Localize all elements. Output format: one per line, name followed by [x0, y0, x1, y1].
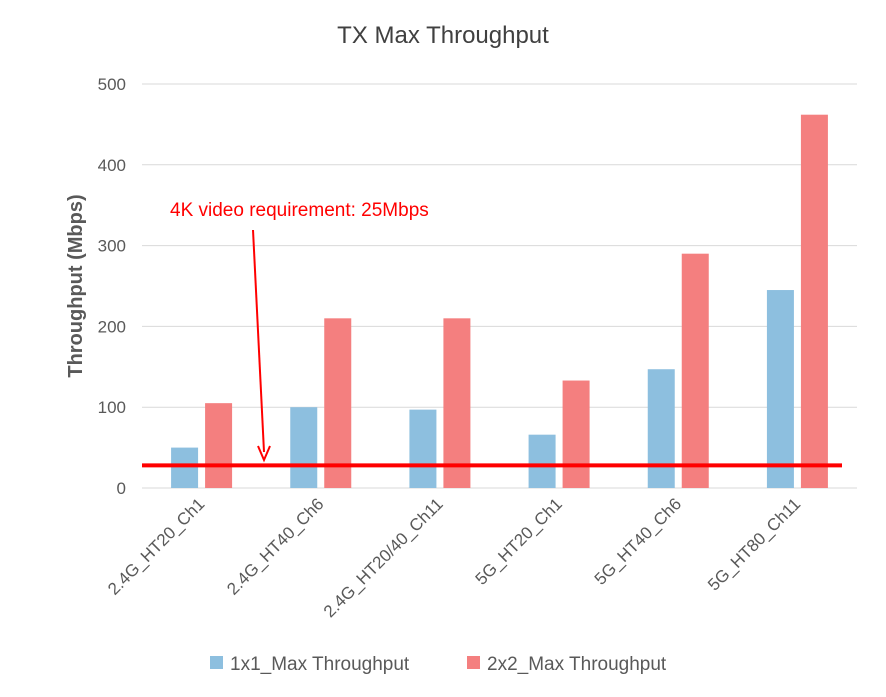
- bars: [171, 114, 828, 488]
- x-axis-categories: 2.4G_HT20_Ch1 2.4G_HT40_Ch62.4G_HT20/40_C…: [104, 494, 804, 621]
- x-category-label: 2.4G_HT20_Ch1: [104, 494, 208, 598]
- legend-label: 1x1_Max Throughput: [230, 654, 410, 675]
- bar-2x2: [443, 318, 471, 488]
- x-category-label: 5G_HT80_Ch11: [704, 494, 804, 594]
- annotation-arrowhead: [257, 445, 271, 463]
- bar-2x2: [205, 403, 233, 488]
- bar-2x2: [562, 380, 590, 488]
- annotation-group: 4K video requirement: 25Mbps: [170, 200, 429, 463]
- gridlines: [142, 83, 857, 489]
- y-tick-label: 400: [98, 156, 126, 175]
- bar-1x1: [766, 290, 794, 488]
- bar-2x2: [800, 114, 828, 488]
- y-axis-label: Throughput (Mbps): [65, 194, 87, 377]
- y-tick-label: 500: [98, 75, 126, 94]
- bar-1x1: [647, 369, 675, 488]
- legend-label: 2x2_Max Throughput: [487, 654, 667, 675]
- y-tick-label: 300: [98, 237, 126, 256]
- y-axis-ticks: 0 100 200 300 400 500: [98, 75, 126, 498]
- bar-2x2: [324, 318, 352, 488]
- y-tick-label: 100: [98, 398, 126, 417]
- x-category-label: 2.4G_HT20/40_Ch11: [320, 494, 447, 621]
- legend: 1x1_Max Throughput 2x2_Max Throughput: [210, 654, 667, 675]
- bar-1x1: [528, 434, 556, 488]
- x-category-label: 2.4G_HT40_Ch6: [223, 494, 327, 598]
- bar-2x2: [681, 253, 709, 488]
- annotation-text: 4K video requirement: 25Mbps: [170, 200, 429, 221]
- bar-1x1: [290, 407, 318, 488]
- chart-title: TX Max Throughput: [337, 22, 549, 49]
- x-category-label: 5G_HT40_Ch6: [591, 494, 685, 588]
- y-tick-label: 0: [117, 479, 126, 498]
- legend-swatch: [467, 656, 480, 669]
- annotation-arrow: [252, 229, 265, 453]
- bar-1x1: [409, 409, 437, 488]
- y-tick-label: 200: [98, 317, 126, 336]
- bar-1x1: [171, 447, 199, 488]
- legend-swatch: [210, 656, 223, 669]
- x-category-label: 5G_HT20_Ch1: [472, 494, 566, 588]
